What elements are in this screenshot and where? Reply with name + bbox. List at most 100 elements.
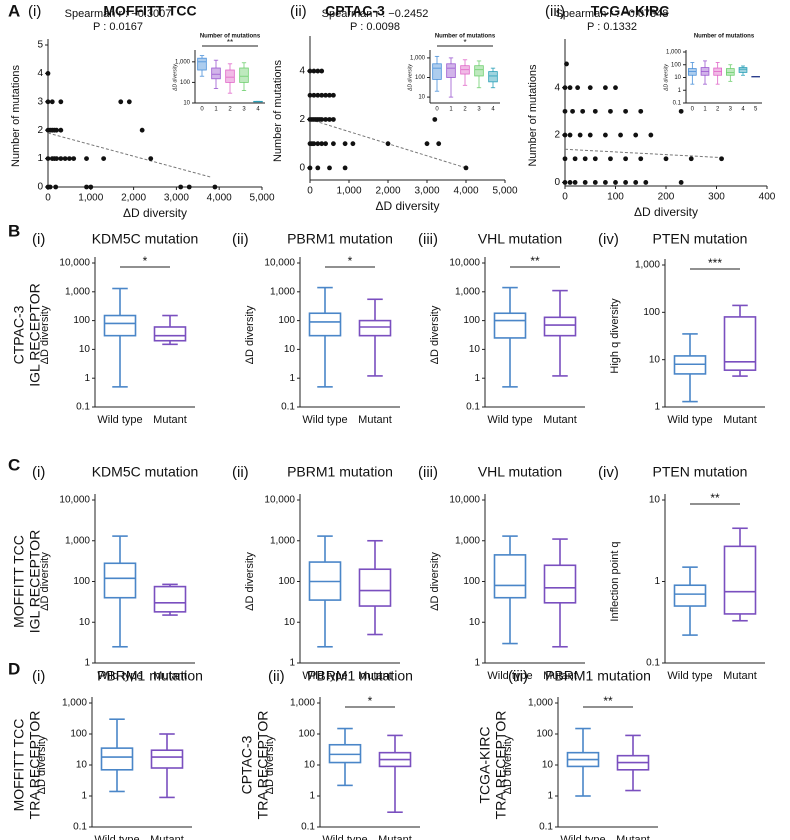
x-tick-label: 2,000 (121, 193, 146, 204)
panel-sublabel: (iii) (418, 464, 438, 481)
y-axis-label: ΔD diversity (407, 64, 413, 92)
y-tick-label: 10 (469, 617, 481, 628)
y-tick-label: 10 (79, 344, 91, 355)
y-axis-label: ΔD diversity (39, 305, 51, 364)
data-point (638, 108, 644, 114)
data-point (688, 156, 694, 162)
box (446, 63, 456, 78)
y-tick-label: 1 (84, 373, 90, 384)
data-point (319, 117, 325, 122)
annotation: P : 0.0167 (93, 21, 143, 33)
x-tick-label: Mutant (378, 834, 412, 840)
data-point (648, 132, 654, 138)
y-tick-label: 100 (463, 576, 480, 587)
y-tick-label: 2 (554, 130, 560, 141)
box (543, 564, 577, 604)
data-point (45, 156, 51, 162)
data-point (603, 132, 608, 138)
x-tick-label: 5 (754, 107, 758, 113)
y-tick-label: 10,000 (59, 258, 90, 269)
data-point (62, 156, 68, 162)
y-tick-label: 1,000 (528, 698, 553, 709)
x-tick-label: Mutant (723, 670, 757, 682)
y-tick-label: 5 (37, 40, 43, 51)
y-tick-label: 10 (79, 617, 91, 628)
y-tick-label: 0 (554, 177, 560, 188)
data-point (592, 156, 598, 162)
y-tick-label: 100 (298, 729, 315, 740)
chart-title: KDM5C mutation (92, 231, 199, 247)
data-point (562, 156, 568, 162)
x-tick-label: 5,000 (492, 186, 517, 197)
x-tick-label: Mutant (358, 414, 392, 426)
x-tick-label: 0 (691, 107, 695, 113)
data-point (580, 108, 586, 114)
y-axis-label: Number of mutations (10, 64, 22, 167)
y-tick-label: 100 (180, 80, 191, 86)
data-point (307, 165, 313, 171)
y-tick-label: 1 (309, 791, 315, 802)
row-label: TCGA-KIRC (477, 727, 493, 804)
x-tick-label: 1 (703, 107, 707, 113)
data-point (323, 117, 328, 122)
chart-title: Number of mutations (435, 34, 496, 40)
significance-label: ** (603, 694, 613, 708)
x-axis-label: ΔD diversity (634, 205, 698, 219)
y-tick-label: 1,000 (290, 698, 315, 709)
y-tick-label: 1 (654, 402, 660, 413)
section-label: D (8, 659, 20, 678)
y-tick-label: 1 (474, 658, 480, 669)
x-tick-label: Wild type (667, 414, 712, 426)
data-point (53, 184, 59, 190)
annotation: Spearman r : −0.3007 (65, 8, 172, 20)
data-point (84, 156, 89, 162)
box (543, 316, 577, 337)
data-point (84, 184, 89, 190)
data-point (678, 180, 684, 185)
panel-sublabel: (ii) (232, 464, 249, 481)
panel-sublabel: (i) (32, 668, 45, 685)
significance-label: * (368, 694, 373, 708)
data-point (49, 99, 55, 105)
y-axis-label: ΔD diversity (502, 735, 514, 794)
y-tick-label: 1,000 (65, 286, 90, 297)
x-tick-label: 100 (607, 192, 624, 203)
row-label: MOFFITT TCC (11, 719, 27, 812)
box (474, 65, 484, 77)
chart-title: PBRM1 mutation (97, 668, 203, 684)
chart-title: PBRM1 mutation (287, 464, 393, 480)
box (153, 585, 187, 613)
y-tick-label: 10,000 (449, 495, 480, 506)
data-point (608, 108, 613, 114)
chart-title: Number of mutations (200, 34, 261, 40)
box (239, 67, 249, 83)
row-label: IGL RECEPTOR (27, 530, 43, 633)
y-tick-label: 10,000 (264, 258, 295, 269)
data-point (212, 184, 218, 190)
x-tick-label: Wild type (487, 670, 532, 682)
data-point (327, 92, 332, 98)
x-tick-label: Wild type (97, 414, 142, 426)
box (225, 69, 235, 83)
y-tick-label: 10,000 (449, 258, 480, 269)
y-tick-label: 0.1 (466, 402, 480, 413)
panel-sublabel: (iii) (545, 3, 565, 20)
significance-label: ** (710, 491, 720, 505)
x-tick-label: 0 (45, 193, 51, 204)
y-axis-label: Number of mutations (527, 64, 539, 167)
section-label: B (8, 221, 20, 240)
x-tick-label: Mutant (543, 670, 577, 682)
x-tick-label: 400 (759, 192, 776, 203)
x-tick-label: Wild type (302, 414, 347, 426)
y-tick-label: 0 (299, 163, 305, 174)
chart-title: TCGA-KIRC (591, 3, 670, 19)
y-axis-label: ΔD diversity (39, 552, 51, 611)
x-tick-label: Mutant (543, 414, 577, 426)
data-point (58, 156, 64, 162)
data-point (618, 132, 623, 138)
y-axis-label: Inflection point q (609, 541, 621, 621)
x-tick-label: 0 (307, 186, 313, 197)
box (688, 68, 697, 76)
x-tick-label: 3 (242, 107, 246, 113)
